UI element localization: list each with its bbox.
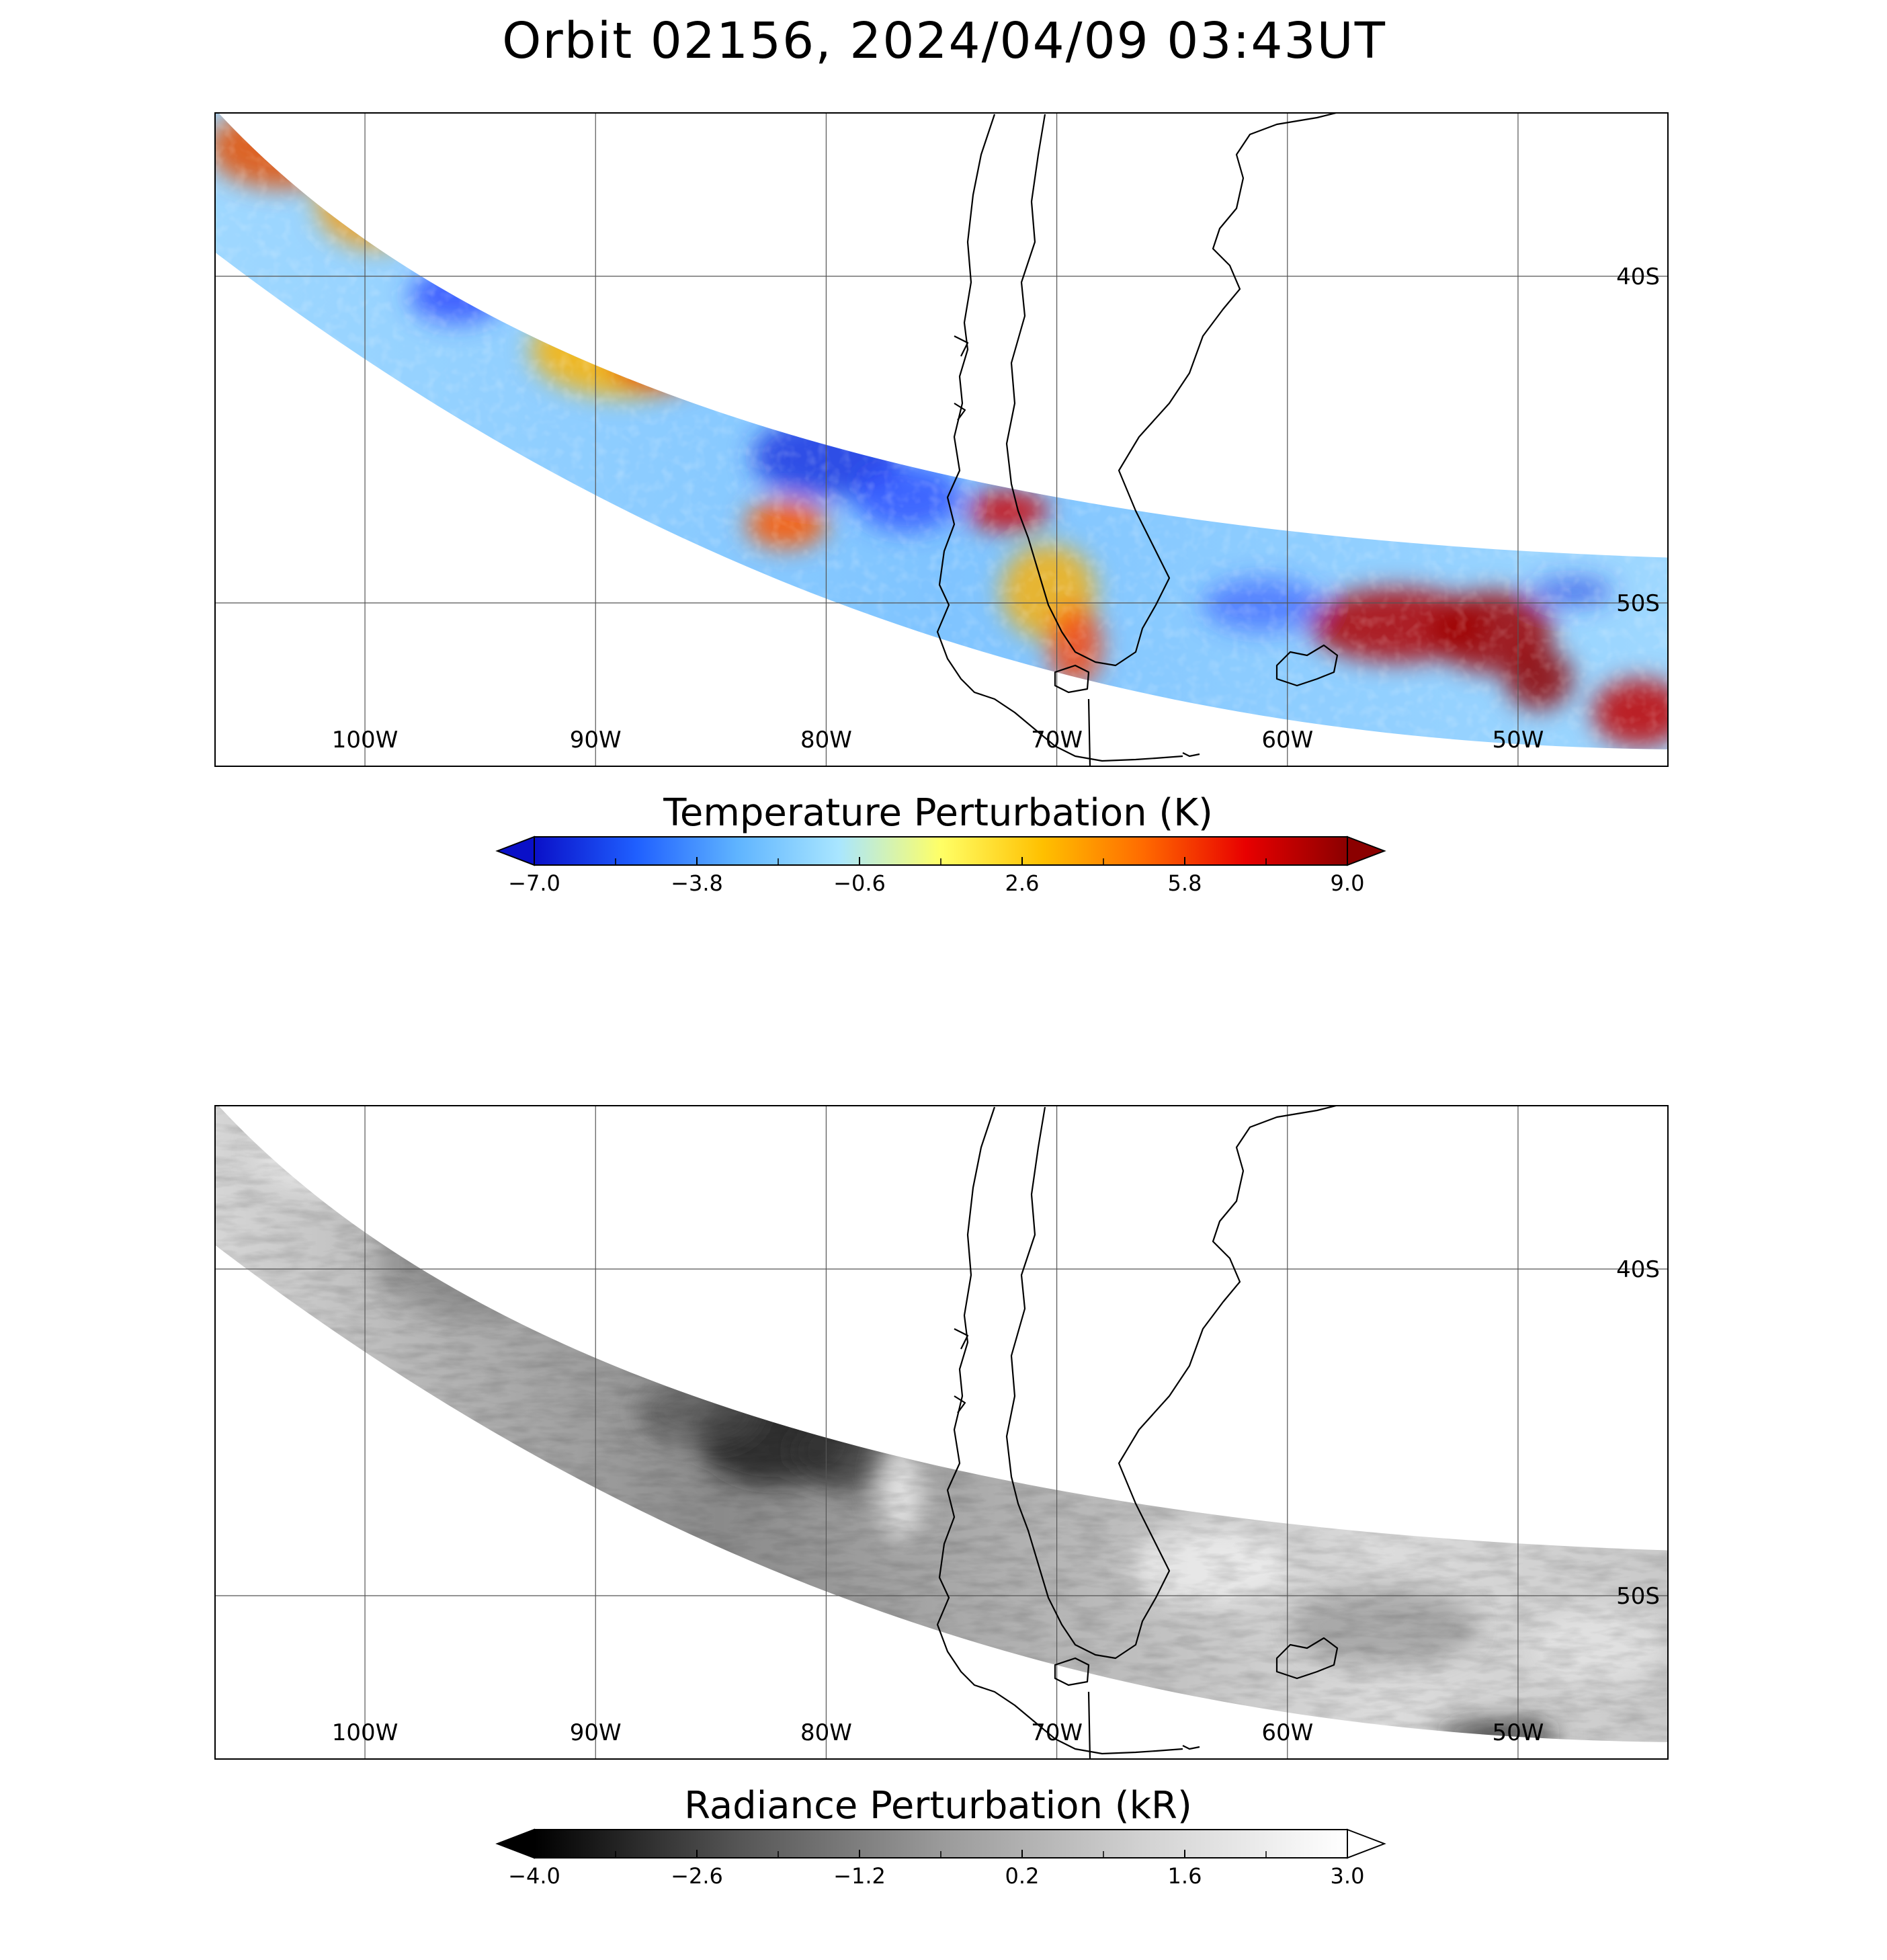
lon-tick-label: 60W: [1261, 727, 1313, 753]
lon-tick-label: 100W: [332, 727, 399, 753]
colorbar-tick-label: −3.8: [671, 870, 723, 896]
map-frame: [214, 1105, 1669, 1760]
lat-tick-label: 40S: [1616, 263, 1660, 290]
colorbar-tick-label: 5.8: [1168, 870, 1202, 896]
lat-tick-label: 50S: [1616, 590, 1660, 617]
colorbar-over-arrow: [1347, 1828, 1386, 1859]
colorbar-tick-label: 2.6: [1005, 870, 1040, 896]
colorbar-ticks: −4.0 −2.6 −1.2 0.2 1.6 3.0: [508, 1850, 1364, 1889]
colorbar-tick-label: 1.6: [1168, 1863, 1202, 1889]
colorbar-tick-label: −0.6: [833, 870, 886, 896]
lon-tick-label: 50W: [1492, 727, 1544, 753]
longitude-labels: 100W 90W 80W 70W 60W 50W: [332, 727, 1544, 753]
longitude-labels: 100W 90W 80W 70W 60W 50W: [332, 1719, 1544, 1746]
lon-tick-label: 80W: [800, 1719, 852, 1746]
lon-tick-label: 50W: [1492, 1719, 1544, 1746]
colorbar-title: Temperature Perturbation (K): [663, 791, 1213, 835]
colorbar-tick-label: 3.0: [1331, 1863, 1365, 1889]
lon-tick-label: 70W: [1031, 727, 1083, 753]
latitude-labels: 40S 50S: [1616, 1256, 1660, 1610]
lon-tick-label: 90W: [570, 727, 622, 753]
coastline: [936, 113, 1339, 766]
lon-tick-label: 100W: [332, 1719, 399, 1746]
radiance-colorbar: Radiance Perturbation (kR) −4.0 −2.6 −1.2 0…: [495, 1784, 1386, 1889]
lat-tick-label: 50S: [1616, 1583, 1660, 1610]
latitude-labels: 40S 50S: [1616, 263, 1660, 617]
colorbar-title: Radiance Perturbation (kR): [684, 1784, 1192, 1828]
colorbar-under-arrow: [495, 835, 535, 866]
colorbar-ticks: −7.0 −3.8 −0.6 2.6 5.8 9.0: [508, 857, 1364, 896]
lon-tick-label: 90W: [570, 1719, 622, 1746]
gridlines: [215, 113, 1668, 766]
colorbar-over-arrow: [1347, 835, 1386, 866]
colorbar-tick-label: −1.2: [833, 1863, 886, 1889]
colorbar-under-arrow: [495, 1828, 535, 1859]
radiance-map: 100W 90W 80W 70W 60W 50W 40S 50S: [214, 1105, 1669, 1760]
colorbar-tick-label: −2.6: [671, 1863, 723, 1889]
temperature-colorbar: Temperature Perturbation (K) −7.0 −3.8 −0.…: [495, 791, 1386, 896]
colorbar-tick-label: −4.0: [508, 1863, 560, 1889]
coastline: [936, 1106, 1339, 1759]
temperature-swath: [215, 113, 1668, 749]
lon-tick-label: 60W: [1261, 1719, 1313, 1746]
lon-tick-label: 70W: [1031, 1719, 1083, 1746]
map-frame: [214, 112, 1669, 767]
plot-title: Orbit 02156, 2024/04/09 03:43UT: [502, 12, 1386, 70]
colorbar-tick-label: 9.0: [1331, 870, 1365, 896]
colorbar-tick-label: 0.2: [1005, 1863, 1040, 1889]
lat-tick-label: 40S: [1616, 1256, 1660, 1283]
gridlines: [215, 1106, 1668, 1759]
colorbar-tick-label: −7.0: [508, 870, 560, 896]
temperature-map: 100W 90W 80W 70W 60W 50W 40S 50S: [214, 112, 1669, 767]
radiance-swath: [215, 1106, 1668, 1742]
lon-tick-label: 80W: [800, 727, 852, 753]
